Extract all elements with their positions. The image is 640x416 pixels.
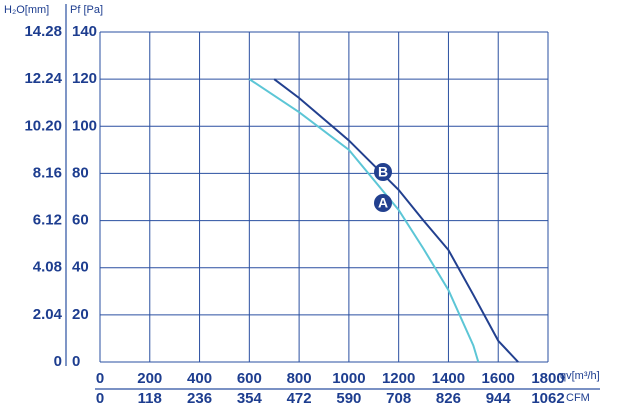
x-tick-label: 600 [237,370,262,387]
line-series [273,78,519,363]
x2-axis-label: CFM [566,392,590,404]
x2-tick-label: 708 [386,390,411,407]
x-axis-label: qv[m³/h] [560,370,600,382]
y2-tick-label: 8.16 [33,164,62,181]
x2-tick-label: 1062 [531,390,564,407]
x-tick-label: 1600 [482,370,515,387]
x2-tick-label: 944 [486,390,512,407]
y-tick-label: 20 [72,306,89,323]
x-tick-label: 800 [287,370,312,387]
y2-tick-label: 0 [54,353,62,370]
y-tick-label: 40 [72,259,89,276]
x2-tick-label: 236 [187,390,212,407]
y2-axis-label: H₂O[mm] [4,4,49,16]
x2-tick-label: 354 [237,390,263,407]
x-tick-label: 1400 [432,370,465,387]
y-tick-label: 0 [72,353,80,370]
y-axis-label: Pf [Pa] [70,4,103,16]
y-tick-label: 120 [72,70,97,87]
series-label: A [378,195,388,211]
y2-tick-label: 10.20 [24,117,62,134]
x-tick-label: 200 [137,370,162,387]
y-tick-label: 100 [72,117,97,134]
x-tick-label: 1200 [382,370,415,387]
line-series [248,78,480,363]
x2-tick-label: 472 [287,390,312,407]
y-tick-label: 80 [72,164,89,181]
x-tick-label: 1800 [531,370,564,387]
x2-tick-label: 118 [138,390,162,407]
y2-tick-label: 14.28 [24,23,62,40]
series-label: B [378,164,388,180]
x2-tick-label: 826 [436,390,461,407]
y2-tick-label: 6.12 [33,212,62,229]
y2-tick-label: 4.08 [33,259,62,276]
y-tick-label: 60 [72,212,89,229]
y2-tick-label: 2.04 [33,306,63,323]
series-marker [374,194,392,212]
series-marker [374,163,392,181]
x-tick-label: 400 [187,370,212,387]
y-tick-label: 140 [72,23,97,40]
y2-tick-label: 12.24 [24,70,62,87]
x-tick-label: 0 [96,370,104,387]
x2-tick-label: 0 [96,390,104,407]
x-tick-label: 1000 [332,370,365,387]
x2-tick-label: 590 [336,390,361,407]
